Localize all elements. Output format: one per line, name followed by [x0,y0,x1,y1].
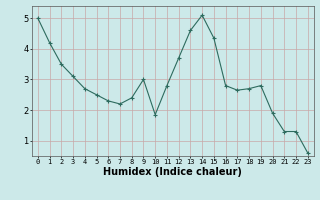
X-axis label: Humidex (Indice chaleur): Humidex (Indice chaleur) [103,167,242,177]
